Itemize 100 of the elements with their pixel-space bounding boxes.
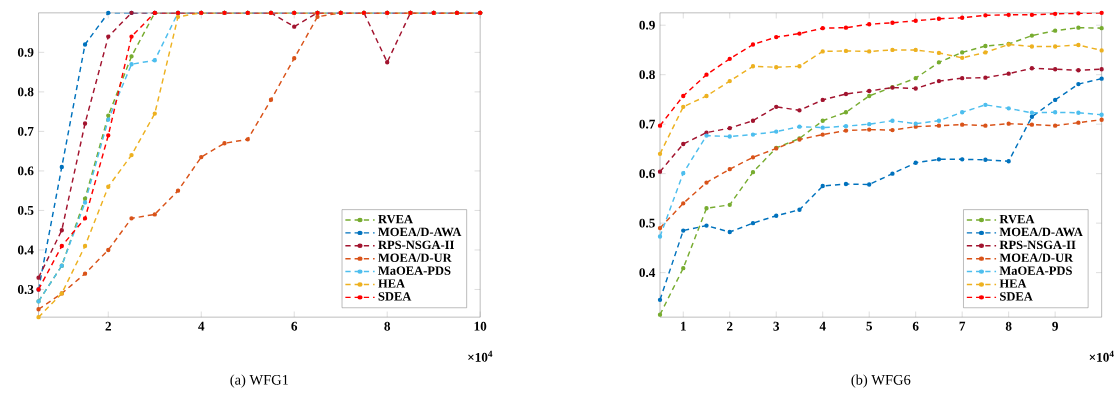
point xyxy=(1029,12,1035,17)
x-axis-title: ×10$^{4}$ xyxy=(1089,350,1114,362)
point xyxy=(59,228,64,233)
point xyxy=(1052,11,1058,16)
legend-label: SDEA xyxy=(378,292,412,301)
point xyxy=(1052,123,1058,128)
point xyxy=(152,212,157,217)
point xyxy=(797,64,802,69)
point xyxy=(681,93,686,99)
point xyxy=(936,50,942,56)
point xyxy=(843,181,849,187)
point xyxy=(820,25,825,31)
point xyxy=(268,97,274,102)
point xyxy=(820,97,825,103)
point xyxy=(890,118,895,123)
point xyxy=(913,160,918,165)
point xyxy=(1076,68,1081,73)
x-tick-label: 8 xyxy=(1005,321,1012,331)
point xyxy=(936,123,942,128)
legend-label: HEA xyxy=(378,279,405,288)
point xyxy=(657,151,663,157)
point xyxy=(983,123,988,128)
point xyxy=(657,169,663,174)
point xyxy=(797,124,802,129)
point xyxy=(681,170,686,176)
point xyxy=(1099,67,1104,72)
point xyxy=(960,122,965,127)
legend-label: MaOEA-PDS xyxy=(999,266,1072,275)
point xyxy=(106,117,111,122)
point xyxy=(960,75,965,81)
point xyxy=(1052,110,1058,115)
point xyxy=(704,93,709,99)
point xyxy=(1076,11,1081,16)
point xyxy=(1006,106,1011,111)
legend-label: RPS-NSGA-II xyxy=(999,240,1076,250)
point xyxy=(913,75,918,81)
y-tick-label: 0.6 xyxy=(639,169,655,179)
point xyxy=(936,78,942,84)
point xyxy=(1099,48,1104,53)
point xyxy=(890,171,895,176)
point xyxy=(820,125,825,130)
point xyxy=(960,50,965,55)
point xyxy=(936,16,942,21)
legend-label: MOEA/D-AWA xyxy=(999,227,1083,237)
y-tick-label: 0.7 xyxy=(639,119,656,129)
point xyxy=(843,123,849,129)
point xyxy=(657,312,663,317)
point xyxy=(315,14,320,19)
point xyxy=(1006,71,1011,76)
point xyxy=(983,102,988,108)
text: (b) WFG6 xyxy=(851,374,911,388)
x-tick-label: 4 xyxy=(198,321,205,331)
point xyxy=(1076,25,1081,30)
point xyxy=(385,60,390,65)
point xyxy=(867,127,872,132)
point xyxy=(175,188,181,193)
point xyxy=(983,75,988,80)
point xyxy=(774,34,779,40)
point xyxy=(129,34,134,39)
point xyxy=(843,128,849,133)
point xyxy=(1099,25,1104,31)
point xyxy=(106,133,111,138)
point xyxy=(129,216,134,221)
point xyxy=(774,213,779,218)
point xyxy=(292,56,297,61)
y-tick-label: 0.4 xyxy=(17,245,34,255)
legend-label: MaOEA-PDS xyxy=(378,266,451,275)
x-tick-label: 6 xyxy=(291,321,298,331)
point xyxy=(890,47,895,53)
x-tick-label: 5 xyxy=(866,321,873,331)
point xyxy=(1029,114,1035,119)
point xyxy=(750,169,756,175)
point xyxy=(843,91,849,97)
point xyxy=(1052,97,1058,103)
point xyxy=(82,200,88,205)
text: (a) WFG1 xyxy=(230,374,289,388)
point xyxy=(704,223,709,228)
y-tick-label: 0.5 xyxy=(17,205,34,215)
point xyxy=(960,55,965,61)
point xyxy=(1052,44,1058,49)
point xyxy=(1076,110,1081,115)
point xyxy=(750,132,756,137)
point xyxy=(82,42,88,47)
point xyxy=(82,121,88,126)
point xyxy=(1029,44,1035,49)
y-tick-label: 0.9 xyxy=(17,47,34,57)
point xyxy=(843,110,849,115)
point xyxy=(704,180,709,185)
legend-label: SDEA xyxy=(1000,292,1033,301)
point xyxy=(820,118,825,123)
point xyxy=(36,314,41,320)
point xyxy=(1099,76,1104,81)
point xyxy=(129,54,134,59)
point xyxy=(727,229,732,235)
point xyxy=(867,22,872,27)
point xyxy=(1076,120,1081,125)
point xyxy=(983,157,988,162)
point xyxy=(750,220,756,226)
point xyxy=(657,123,663,128)
point xyxy=(797,31,802,36)
